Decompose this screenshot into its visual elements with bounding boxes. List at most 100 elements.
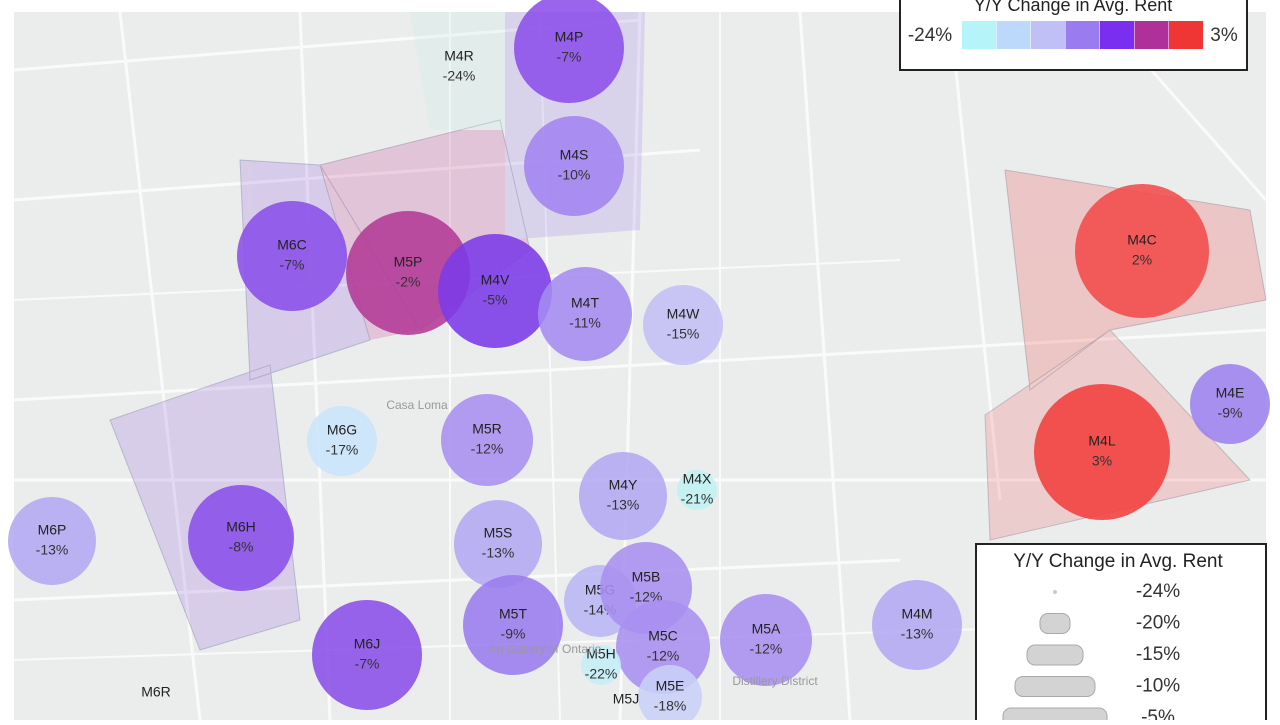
bubble-code: M5S bbox=[484, 525, 513, 541]
bubble-change: -15% bbox=[667, 326, 700, 342]
bubble bbox=[1190, 364, 1270, 444]
bubble-code: M4Y bbox=[609, 477, 638, 493]
bubble-code: M4M bbox=[901, 606, 932, 622]
bubble bbox=[8, 497, 96, 585]
bubble bbox=[441, 394, 533, 486]
bubble bbox=[643, 285, 723, 365]
bubble bbox=[346, 211, 470, 335]
bubble bbox=[538, 267, 632, 361]
bubble-code: M5E bbox=[656, 678, 685, 694]
size-mark bbox=[1026, 644, 1084, 666]
bubble-code: M4T bbox=[571, 295, 599, 311]
bubble-change: -13% bbox=[607, 497, 640, 513]
legend-swatch bbox=[1065, 21, 1100, 49]
size-label: -5% bbox=[1141, 707, 1175, 720]
bubble-code: M5J bbox=[613, 691, 639, 707]
size-mark bbox=[1053, 590, 1057, 594]
legend-swatch bbox=[962, 21, 996, 49]
bubble-change: -12% bbox=[630, 589, 663, 605]
legend-box bbox=[975, 543, 1267, 725]
bubble-code: M4V bbox=[481, 272, 510, 288]
bubble bbox=[1075, 184, 1209, 318]
size-legend: Y/Y Change in Avg. Rent -24% -20% -15% -10%… bbox=[975, 543, 1267, 725]
bubble bbox=[579, 452, 667, 540]
bubble-code: M4R bbox=[444, 48, 474, 64]
bubble-code: M6H bbox=[226, 519, 256, 535]
size-label: -15% bbox=[1136, 644, 1180, 665]
bubble bbox=[438, 234, 552, 348]
bubble-code: M6R bbox=[141, 684, 171, 700]
bubble-change: -7% bbox=[280, 257, 305, 273]
bubble-code: M4S bbox=[560, 147, 589, 163]
size-label: -20% bbox=[1136, 613, 1180, 634]
legend-max: 3% bbox=[1210, 25, 1238, 46]
bubble-change: -11% bbox=[569, 315, 601, 331]
bubble-change: -13% bbox=[36, 542, 69, 558]
bubble-change: -9% bbox=[501, 626, 526, 642]
bubble-code: M4P bbox=[555, 29, 584, 45]
bubble bbox=[454, 500, 542, 588]
size-mark bbox=[1014, 676, 1096, 697]
legend-sizes: -24% -20% -15% -10% -5% bbox=[1002, 581, 1180, 725]
bubble bbox=[307, 406, 377, 476]
bubble-change: 2% bbox=[1132, 252, 1152, 268]
bubble bbox=[1034, 384, 1170, 520]
bubble bbox=[581, 645, 621, 685]
bubble bbox=[312, 600, 422, 710]
size-label: -10% bbox=[1136, 676, 1180, 697]
bubble bbox=[720, 594, 812, 686]
bubble-code: M5R bbox=[472, 421, 502, 437]
color-legend: Y/Y Change in Avg. Rent -24% 3% bbox=[899, 0, 1248, 71]
bubble-change: -2% bbox=[396, 274, 421, 290]
bubble-code: M5A bbox=[752, 621, 781, 637]
bubble-code: M5H bbox=[586, 646, 616, 662]
bubble-code: M6C bbox=[277, 237, 307, 253]
bubble-change: 3% bbox=[1092, 453, 1112, 469]
places: Casa Loma Art Gallery of Ontario Distiller… bbox=[386, 398, 818, 688]
bubble bbox=[188, 485, 294, 591]
bubble-change: -12% bbox=[471, 441, 504, 457]
legend-swatch bbox=[996, 21, 1031, 49]
bubble bbox=[514, 0, 624, 103]
bubble-change: -7% bbox=[557, 49, 582, 65]
bubble-change: -9% bbox=[1218, 405, 1243, 421]
bubble-code: M4E bbox=[1216, 385, 1245, 401]
bubble-code: M5T bbox=[499, 606, 527, 622]
bubble-change: -18% bbox=[654, 698, 687, 714]
bubble-change: -12% bbox=[750, 641, 783, 657]
bubble-change: -8% bbox=[229, 539, 254, 555]
bubble bbox=[677, 470, 717, 510]
bubble-code: M5C bbox=[648, 628, 678, 644]
bubble bbox=[463, 575, 563, 675]
bubble bbox=[237, 201, 347, 311]
size-label: -24% bbox=[1136, 581, 1180, 602]
bubble-code: M4W bbox=[667, 306, 700, 322]
legend-swatches bbox=[962, 21, 1203, 49]
bubble bbox=[872, 580, 962, 670]
legend-swatch bbox=[1134, 21, 1169, 49]
bubble-code: M6P bbox=[38, 522, 67, 538]
bubble-code: M4X bbox=[683, 471, 712, 487]
place-label: Casa Loma bbox=[386, 398, 448, 412]
bubble-change: -13% bbox=[482, 545, 515, 561]
bubble-change: -10% bbox=[558, 167, 591, 183]
bubble bbox=[638, 665, 702, 725]
place-label: Art Gallery of Ontario bbox=[489, 642, 602, 656]
bubble-code: M6G bbox=[327, 422, 357, 438]
legend-swatch bbox=[1031, 21, 1065, 49]
bubble bbox=[524, 116, 624, 216]
bubble-change: -21% bbox=[681, 491, 714, 507]
bubble-code: M5P bbox=[394, 254, 423, 270]
bubble-change: -24% bbox=[443, 68, 476, 84]
streets bbox=[13, 11, 1268, 721]
bubble-change: -17% bbox=[326, 442, 359, 458]
legend-swatch bbox=[1169, 21, 1203, 49]
place-label: Distillery District bbox=[732, 674, 818, 688]
bubble-change: -22% bbox=[585, 666, 618, 682]
bubble-change: -13% bbox=[901, 626, 934, 642]
bubble-change: -7% bbox=[355, 656, 380, 672]
bubble-code: M6J bbox=[354, 636, 380, 652]
legend-swatch bbox=[1100, 21, 1134, 49]
